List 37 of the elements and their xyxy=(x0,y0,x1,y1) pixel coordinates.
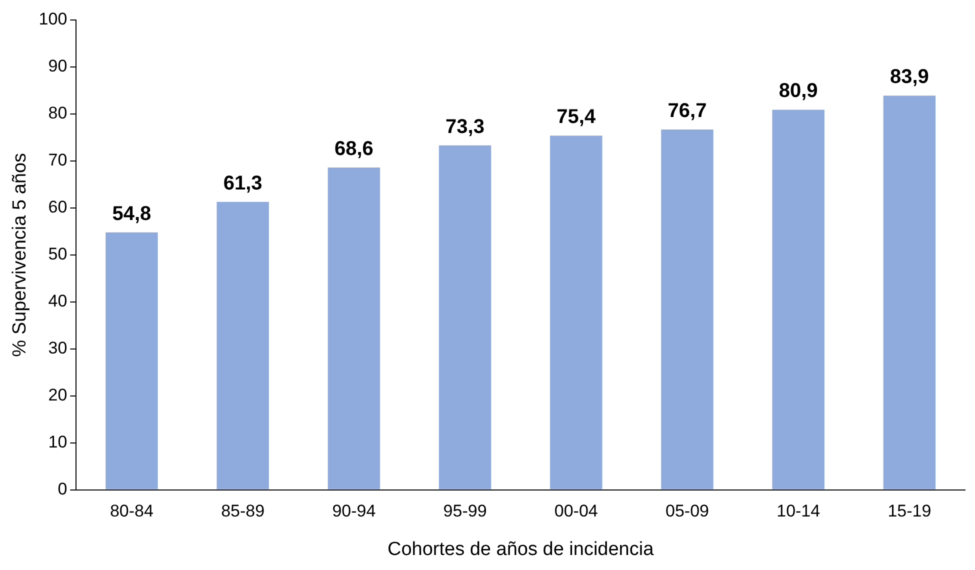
data-label: 76,7 xyxy=(668,100,707,122)
x-tick-label: 00-04 xyxy=(554,502,598,521)
y-tick-label: 100 xyxy=(38,10,68,29)
y-tick-label: 10 xyxy=(48,432,68,452)
y-tick-label: 70 xyxy=(48,150,68,170)
bar xyxy=(216,202,269,490)
bar xyxy=(328,168,380,490)
x-tick-label: 15-19 xyxy=(888,502,932,521)
y-tick-label: 80 xyxy=(48,104,68,123)
bar xyxy=(883,96,936,490)
bar xyxy=(661,129,714,490)
x-tick-label: 95-99 xyxy=(443,502,487,521)
y-tick-label: 50 xyxy=(48,244,68,264)
y-tick-label: 40 xyxy=(48,292,68,311)
y-tick-label: 0 xyxy=(58,479,68,498)
x-tick-label: 05-09 xyxy=(665,502,709,521)
bar xyxy=(550,136,602,490)
data-label: 80,9 xyxy=(778,80,818,102)
x-tick-label: 10-14 xyxy=(776,502,820,521)
x-tick-label: 90-94 xyxy=(332,502,376,521)
data-label: 68,6 xyxy=(334,138,374,160)
data-label: 73,3 xyxy=(446,116,484,138)
y-tick-label: 30 xyxy=(48,338,68,358)
y-tick-label: 20 xyxy=(48,386,68,405)
x-tick-label: 80-84 xyxy=(110,502,154,521)
y-tick-label: 60 xyxy=(48,198,68,217)
data-label: 75,4 xyxy=(556,106,596,128)
bar xyxy=(106,232,158,490)
data-label: 83,9 xyxy=(890,66,929,88)
x-tick-label: 85-89 xyxy=(221,502,265,521)
bar xyxy=(438,145,492,490)
data-label: 54,8 xyxy=(112,202,152,225)
y-axis-title: % Supervivencia 5 años xyxy=(10,152,31,357)
y-tick-label: 90 xyxy=(48,56,68,76)
data-label: 61,3 xyxy=(223,172,262,194)
x-axis-title: Cohortes de años de incidencia xyxy=(387,538,654,560)
bar xyxy=(772,110,824,490)
